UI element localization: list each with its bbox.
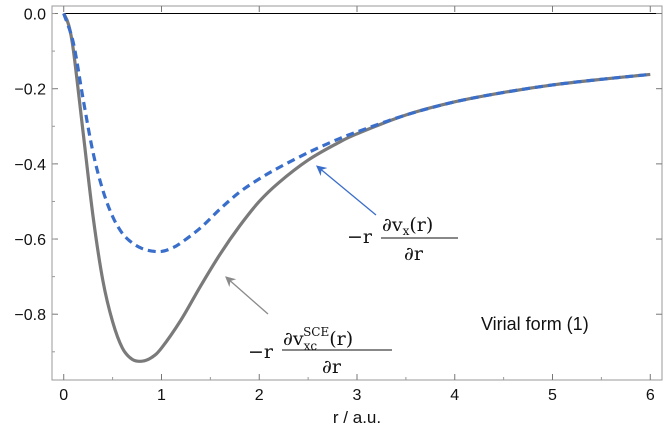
exchange-label-prefix: −r (347, 226, 373, 248)
virial-form-annotation: Virial form (1) (481, 314, 589, 334)
sce-derivative-curve (62, 12, 651, 363)
exchange-numerator-argument: (r) (409, 214, 433, 236)
sce-label-numerator: ∂vxcSCE(r) (283, 325, 353, 353)
y-tick-label: −0.8 (14, 307, 46, 324)
sce-numerator-subscript: xc (304, 339, 318, 353)
sce-derivative-label: −r ∂vxcSCE(r) ∂r (248, 325, 392, 378)
exchange-label-arrow (315, 165, 377, 216)
x-tick-label: 0 (59, 387, 68, 404)
exchange-numerator-subscript: x (403, 224, 410, 238)
y-tick-label: −0.6 (14, 232, 46, 249)
exchange-derivative-curve (62, 13, 651, 254)
y-tick-label: 0.0 (24, 7, 46, 24)
exchange-label-denominator: ∂r (404, 243, 424, 265)
sce-label-prefix: −r (248, 341, 274, 363)
sce-label-denominator: ∂r (322, 356, 342, 378)
sce-numerator-argument: (r) (329, 328, 353, 350)
x-axis-title: r / a.u. (333, 408, 381, 427)
x-tick-label: 3 (353, 387, 362, 404)
x-tick-label: 6 (646, 387, 655, 404)
x-tick-label: 2 (255, 387, 264, 404)
sce-label-arrow (225, 276, 269, 315)
x-tick-label: 4 (450, 387, 459, 404)
y-tick-label: −0.2 (14, 82, 46, 99)
y-tick-label: −0.4 (14, 157, 46, 174)
exchange-label-numerator: ∂vx(r) (382, 214, 433, 238)
exchange-derivative-label: −r ∂vx(r) ∂r (347, 214, 458, 265)
x-tick-label: 5 (548, 387, 557, 404)
sce-numerator-main: ∂v (283, 328, 304, 350)
x-tick-label: 1 (157, 387, 166, 404)
sce-numerator-superscript: SCE (303, 325, 329, 339)
series-layer (62, 12, 651, 363)
axis-ticks: 0 1 2 3 4 5 6 0.0 −0.2 −0.4 −0.6 −0.8 (14, 6, 662, 404)
exchange-numerator-main: ∂v (382, 214, 403, 236)
